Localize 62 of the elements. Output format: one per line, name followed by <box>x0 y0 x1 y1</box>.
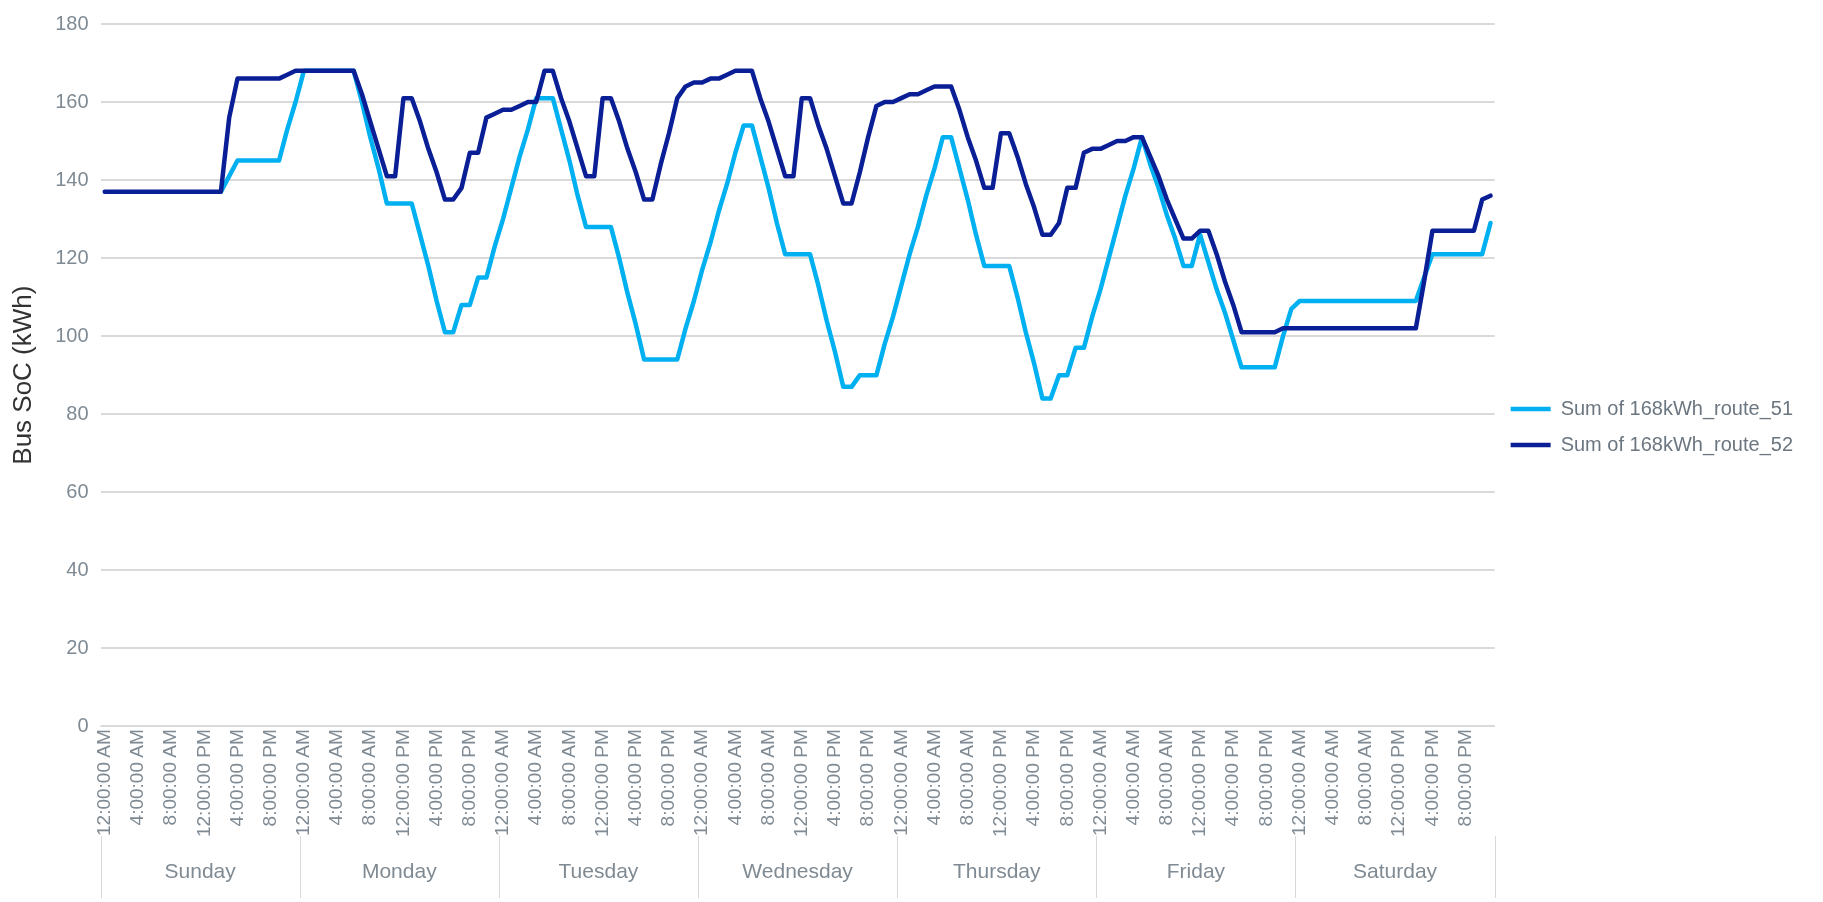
x-tick-label: 8:00:00 AM <box>557 729 579 826</box>
legend-label: Sum of 168kWh_route_51 <box>1560 396 1794 420</box>
x-tick-label: 12:00:00 AM <box>889 729 911 836</box>
y-tick-label: 80 <box>66 401 89 424</box>
text: Thursday <box>952 858 1042 882</box>
x-tick-label: 4:00:00 AM <box>1321 729 1343 826</box>
x-tick-label: 12:00:00 PM <box>391 729 413 838</box>
x-tick-label: 8:00:00 PM <box>1055 729 1077 827</box>
y-tick-label: 180 <box>55 11 89 34</box>
x-tick-label: 4:00:00 AM <box>126 729 148 826</box>
x-tick-label: 8:00:00 AM <box>1155 729 1177 826</box>
text: Sunday <box>164 858 237 882</box>
x-tick-label: 4:00:00 PM <box>1022 729 1044 827</box>
y-tick-label: 20 <box>66 635 89 658</box>
x-tick-label: 4:00:00 PM <box>225 729 247 827</box>
y-tick-label: 140 <box>55 167 89 190</box>
x-tick-label: 12:00:00 AM <box>690 729 712 836</box>
text: Monday <box>361 858 438 882</box>
x-tick-label: 12:00:00 PM <box>789 729 811 838</box>
legend-label: Sum of 168kWh_route_52 <box>1560 432 1794 456</box>
x-tick-label: 8:00:00 PM <box>258 729 280 827</box>
y-tick-label: 120 <box>55 245 89 268</box>
x-tick-label: 4:00:00 AM <box>524 729 546 826</box>
x-tick-label: 12:00:00 PM <box>989 729 1011 838</box>
x-tick-label: 4:00:00 PM <box>823 729 845 827</box>
x-tick-label: 12:00:00 AM <box>1287 729 1309 836</box>
x-tick-label: 8:00:00 PM <box>657 729 679 827</box>
x-tick-label: 12:00:00 PM <box>192 729 214 838</box>
x-tick-label: 12:00:00 PM <box>1387 729 1409 838</box>
x-tick-label: 8:00:00 PM <box>1254 729 1276 827</box>
x-tick-label: 12:00:00 AM <box>1088 729 1110 836</box>
text: Saturday <box>1353 858 1438 882</box>
text: Tuesday <box>558 858 639 882</box>
x-tick-label: 4:00:00 AM <box>723 729 745 826</box>
x-tick-label: 4:00:00 PM <box>424 729 446 827</box>
x-tick-label: 4:00:00 AM <box>1121 729 1143 826</box>
text: Wednesday <box>742 858 854 882</box>
x-tick-label: 8:00:00 AM <box>358 729 380 826</box>
x-tick-label: 12:00:00 AM <box>92 729 114 836</box>
y-tick-label: 100 <box>55 323 89 346</box>
x-tick-label: 4:00:00 PM <box>624 729 646 827</box>
y-tick-label: 160 <box>55 89 89 112</box>
x-tick-label: 4:00:00 PM <box>1420 729 1442 827</box>
x-tick-label: 8:00:00 AM <box>756 729 778 826</box>
x-tick-label: 12:00:00 AM <box>491 729 513 836</box>
x-tick-label: 8:00:00 PM <box>856 729 878 827</box>
x-tick-label: 12:00:00 AM <box>292 729 314 836</box>
x-tick-label: 8:00:00 PM <box>1453 729 1475 827</box>
x-tick-label: 8:00:00 PM <box>458 729 480 827</box>
x-tick-label: 4:00:00 AM <box>922 729 944 826</box>
x-tick-label: 4:00:00 PM <box>1221 729 1243 827</box>
x-tick-label: 12:00:00 PM <box>1188 729 1210 838</box>
y-axis-title: Bus SoC (kWh) <box>6 285 37 465</box>
x-tick-label: 4:00:00 AM <box>325 729 347 826</box>
x-tick-label: 8:00:00 AM <box>955 729 977 826</box>
text: Friday <box>1166 858 1226 882</box>
y-tick-label: 0 <box>77 713 89 736</box>
x-tick-label: 8:00:00 AM <box>1354 729 1376 826</box>
x-tick-label: 12:00:00 PM <box>590 729 612 838</box>
y-tick-label: 60 <box>66 479 89 502</box>
x-tick-label: 8:00:00 AM <box>159 729 181 826</box>
y-tick-label: 40 <box>66 557 89 580</box>
